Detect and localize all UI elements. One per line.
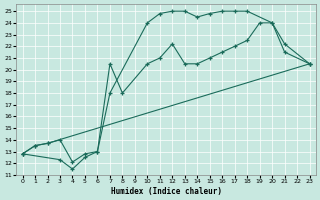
- X-axis label: Humidex (Indice chaleur): Humidex (Indice chaleur): [111, 187, 221, 196]
